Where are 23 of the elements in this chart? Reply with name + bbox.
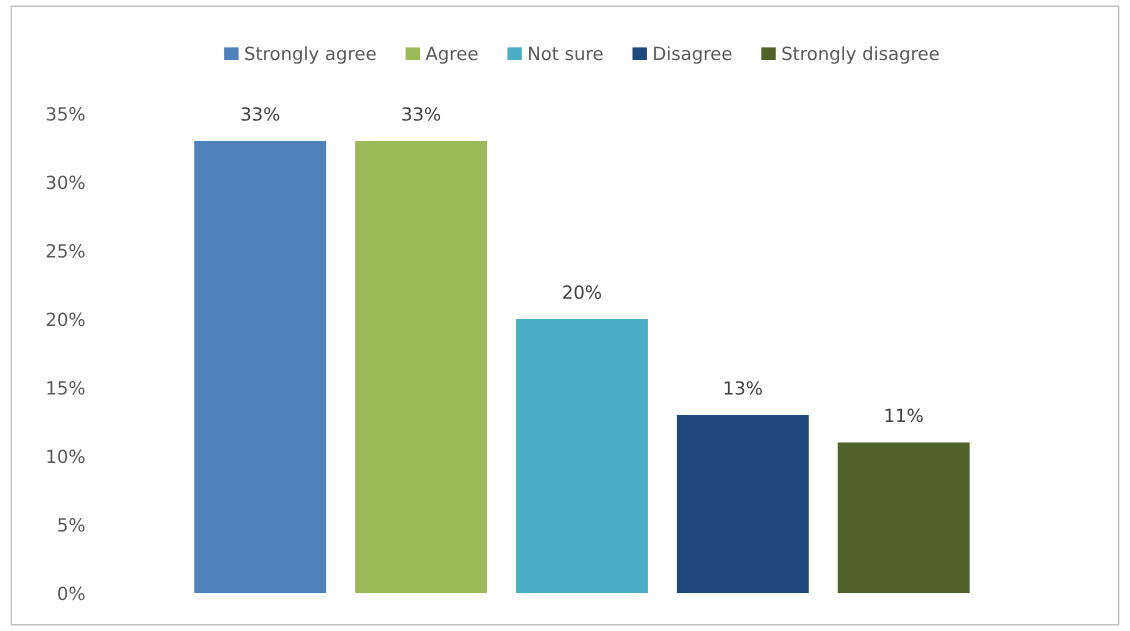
y-tick-label: 25% bbox=[46, 244, 85, 258]
bar bbox=[515, 319, 648, 594]
bar bbox=[676, 415, 809, 594]
y-tick-label: 20% bbox=[46, 312, 85, 327]
y-tick-label: 15% bbox=[47, 381, 85, 395]
data-label: 33% bbox=[241, 107, 280, 121]
legend-label: Agree bbox=[425, 46, 478, 64]
y-tick-label: 5% bbox=[58, 518, 85, 532]
legend-label: Disagree bbox=[654, 46, 732, 64]
data-label: 13% bbox=[724, 381, 762, 395]
legend-label: Strongly disagree bbox=[782, 46, 939, 64]
data-label: 11% bbox=[885, 408, 923, 423]
bar bbox=[194, 140, 327, 594]
y-tick-label: 30% bbox=[46, 175, 85, 190]
legend-label: Not sure bbox=[529, 46, 603, 61]
y-tick-label: 35% bbox=[46, 107, 85, 121]
bar bbox=[355, 140, 488, 594]
data-label: 20% bbox=[563, 285, 602, 299]
data-label: 33% bbox=[402, 107, 441, 121]
bar bbox=[837, 442, 970, 594]
y-tick-label: 0% bbox=[58, 586, 85, 601]
y-tick-label: 10% bbox=[47, 449, 85, 464]
legend-label: Strongly agree bbox=[245, 46, 376, 64]
